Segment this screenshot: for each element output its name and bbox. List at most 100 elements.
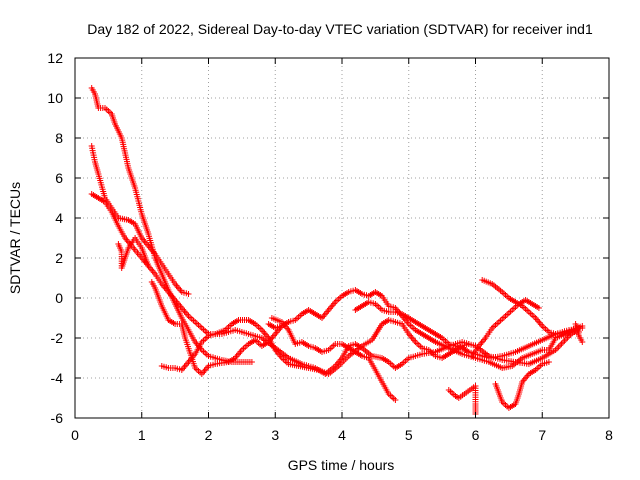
data-point-plus	[469, 345, 481, 359]
x-tick-label: 8	[605, 427, 613, 443]
data-point-plus	[305, 307, 317, 316]
data-point-plus	[138, 211, 151, 235]
data-point-plus	[425, 347, 437, 358]
data-point-plus	[152, 285, 164, 307]
data-point-plus	[278, 319, 291, 332]
data-point-plus	[225, 356, 237, 365]
data-point-plus	[576, 333, 585, 343]
data-point-plus	[385, 303, 397, 311]
data-point-plus	[335, 354, 350, 369]
data-point-plus	[185, 352, 197, 365]
data-point-plus	[212, 327, 227, 337]
data-point-plus	[265, 335, 278, 351]
data-point-plus	[95, 171, 108, 199]
data-point-plus	[125, 165, 138, 189]
data-point-plus	[432, 353, 443, 361]
data-point-plus	[352, 287, 364, 296]
data-point-plus	[465, 341, 472, 347]
data-point-plus	[312, 311, 324, 320]
y-tick-label: 12	[47, 50, 63, 66]
data-point-plus	[272, 347, 284, 360]
data-point-plus	[372, 301, 384, 312]
data-point-plus	[245, 331, 263, 341]
data-point-plus	[198, 347, 210, 358]
x-tick-label: 1	[138, 427, 146, 443]
data-point-plus	[158, 363, 170, 371]
data-point-plus	[405, 321, 417, 332]
data-point-plus	[419, 323, 431, 332]
series-track-8	[268, 315, 399, 403]
data-point-plus	[525, 368, 537, 377]
y-tick-label: 4	[55, 210, 63, 226]
x-tick-label: 2	[205, 427, 213, 443]
data-point-plus	[258, 327, 271, 340]
data-point-plus	[525, 337, 544, 349]
data-point-plus	[192, 319, 204, 330]
data-point-plus	[258, 340, 270, 349]
chart-title: Day 182 of 2022, Sidereal Day-to-day VTE…	[87, 21, 593, 37]
data-point-plus	[178, 315, 191, 331]
data-point-plus	[392, 319, 403, 327]
data-point-plus	[539, 348, 557, 361]
data-point-plus	[158, 261, 171, 275]
data-point-plus	[552, 334, 571, 353]
data-point-plus	[412, 339, 424, 350]
data-point-plus	[152, 271, 164, 285]
data-point-plus	[485, 359, 504, 371]
data-point-plus	[285, 327, 298, 345]
data-point-plus	[185, 291, 192, 297]
data-point-plus	[138, 235, 151, 248]
data-point-plus	[419, 331, 431, 340]
data-point-plus	[292, 339, 303, 347]
data-point-plus	[212, 355, 223, 363]
data-point-plus	[502, 308, 514, 319]
data-point-plus	[245, 317, 257, 326]
data-point-plus	[372, 289, 384, 298]
data-point-plus	[118, 135, 131, 169]
data-point-plus	[379, 355, 391, 364]
data-point-plus	[339, 290, 350, 299]
data-point-plus	[379, 318, 391, 327]
series-track-5	[148, 279, 292, 377]
data-point-plus	[545, 337, 558, 353]
data-point-plus	[405, 351, 423, 361]
data-point-plus	[198, 364, 211, 377]
data-point-plus	[265, 321, 277, 330]
data-point-plus	[385, 309, 397, 315]
x-axis-label: GPS time / hours	[288, 457, 395, 473]
data-point-plus	[385, 317, 397, 325]
y-tick-label: 10	[47, 90, 63, 106]
y-tick-label: 8	[55, 130, 63, 146]
data-point-plus	[452, 343, 463, 351]
data-point-plus	[445, 387, 457, 398]
data-point-plus	[165, 365, 176, 371]
data-point-plus	[399, 321, 411, 335]
data-point-plus	[512, 393, 522, 407]
x-tick-labels: 0 1 2 3 4 5 6 7 8	[71, 427, 613, 443]
data-point-plus	[505, 402, 517, 411]
data-point-plus	[138, 245, 151, 267]
y-tick-label: 6	[55, 170, 63, 186]
data-point-plus	[475, 336, 488, 349]
data-point-plus	[178, 289, 190, 297]
data-point-plus	[499, 289, 511, 300]
data-point-plus	[88, 191, 100, 200]
data-point-plus	[332, 341, 343, 347]
y-tick-label: 2	[55, 250, 63, 266]
y-tick-labels: -6 -4 -2 0 2 4 6 8 10 12	[47, 50, 63, 426]
data-point-plus	[112, 121, 124, 139]
data-point-plus	[92, 159, 101, 175]
data-point-plus	[108, 111, 118, 125]
data-point-plus	[172, 297, 184, 310]
data-point-plus	[345, 345, 357, 354]
data-point-plus	[232, 327, 250, 337]
y-tick-label: -4	[51, 370, 64, 386]
data-point-plus	[315, 367, 330, 377]
data-point-plus	[305, 343, 317, 351]
data-point-plus	[412, 327, 424, 336]
data-point-plus	[545, 359, 552, 365]
series-track-4	[115, 235, 152, 271]
data-point-plus	[238, 342, 250, 353]
data-point-plus	[359, 353, 370, 361]
